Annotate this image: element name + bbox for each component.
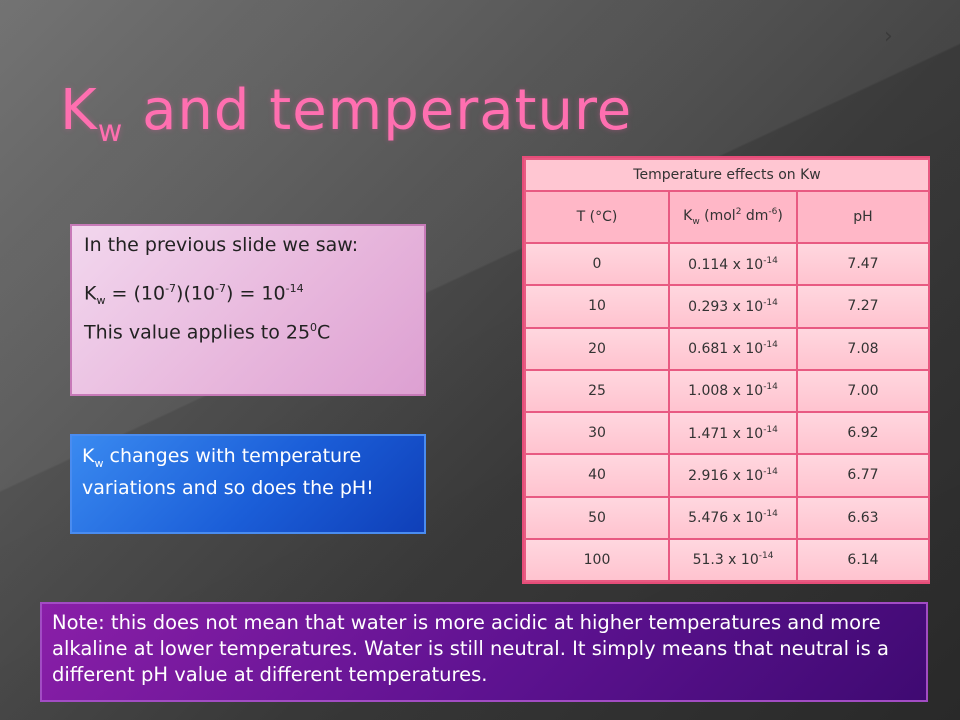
cell-temperature: 50 [524,495,670,540]
column-header-temperature: T (°C) [524,190,670,244]
cell-temperature: 20 [524,326,670,371]
cell-kw: 51.3 x 10-14 [668,537,798,583]
kw-equation: Kw = (10-7)(10-7) = 10-14 [84,282,304,308]
cell-ph: 7.27 [795,284,931,329]
cell-kw: 0.114 x 10-14 [668,241,798,287]
cell-ph: 7.00 [795,368,931,414]
table-row: 40 2.916 x 10-14 6.77 [524,453,931,498]
cell-temperature: 25 [524,368,670,414]
cell-ph: 7.08 [795,326,931,371]
cell-kw: 0.681 x 10-14 [668,326,798,371]
column-header-kw: Kw (mol2 dm-6) [668,190,798,244]
cell-temperature: 10 [524,284,670,329]
cell-kw: 0.293 x 10-14 [668,284,798,329]
cell-kw: 2.916 x 10-14 [668,453,798,498]
table-caption: Temperature effects on Kw [523,158,931,192]
chevron-right-icon: › [884,24,893,49]
cell-ph: 6.14 [795,537,931,583]
table-row: 30 1.471 x 10-14 6.92 [524,410,931,456]
applies-to-temp: This value applies to 250C [84,321,331,344]
kw-temperature-table: Temperature effects on Kw T (°C) Kw (mol… [522,156,931,584]
cell-temperature: 0 [524,241,670,287]
kw-changes-box: Kw changes with temperature variations a… [70,434,426,534]
table-row: 25 1.008 x 10-14 7.00 [524,368,931,414]
previous-slide-box: In the previous slide we saw: Kw = (10-7… [70,224,426,396]
info-intro: In the previous slide we saw: [84,234,359,256]
cell-ph: 7.47 [795,241,931,287]
neutral-note-box: Note: this does not mean that water is m… [40,602,928,702]
table-row: 50 5.476 x 10-14 6.63 [524,495,931,540]
cell-kw: 5.476 x 10-14 [668,495,798,540]
data-table: Temperature effects on Kw T (°C) Kw (mol… [523,158,931,583]
table-row: 0 0.114 x 10-14 7.47 [524,241,931,287]
table-row: 20 0.681 x 10-14 7.08 [524,326,931,371]
cell-ph: 6.63 [795,495,931,540]
cell-temperature: 30 [524,410,670,456]
table-row: 100 51.3 x 10-14 6.14 [524,537,931,583]
cell-kw: 1.008 x 10-14 [668,368,798,414]
slide-title: Kw and temperature [60,78,633,149]
cell-temperature: 40 [524,453,670,498]
cell-ph: 6.92 [795,410,931,456]
cell-ph: 6.77 [795,453,931,498]
cell-temperature: 100 [524,537,670,583]
cell-kw: 1.471 x 10-14 [668,410,798,456]
column-header-ph: pH [795,190,931,244]
table-row: 10 0.293 x 10-14 7.27 [524,284,931,329]
